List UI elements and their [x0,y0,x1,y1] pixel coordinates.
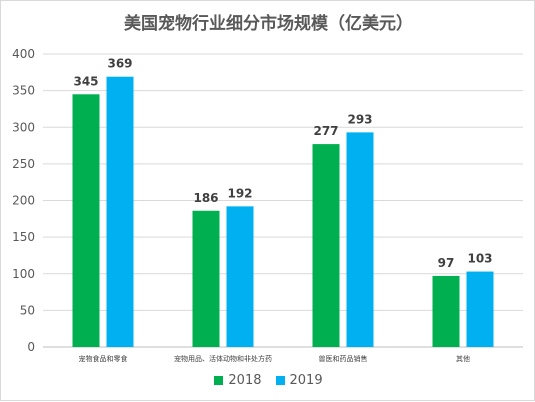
data-label-2019-0: 369 [107,57,132,71]
data-label-2018-2: 277 [313,124,338,138]
data-label-2018-3: 97 [438,256,455,270]
y-tick-label-300: 300 [12,120,35,134]
y-tick-label-350: 350 [12,84,35,98]
y-tick-label-400: 400 [12,47,35,61]
legend-swatch-2019 [275,376,285,385]
legend-label-2018: 2018 [228,373,262,388]
x-tick-label-1: 宠物用品、活体动物和非处方药 [174,354,272,363]
legend-label-2019: 2019 [289,373,323,388]
data-label-2018-0: 345 [73,74,98,88]
y-tick-label-0: 0 [27,340,35,354]
legend: 2018 2019 [1,373,535,388]
bar-2018-1 [192,210,220,347]
chart-title: 美国宠物行业细分市场规模（亿美元） [124,14,413,34]
y-tick-label-200: 200 [12,194,35,208]
bar-2018-3 [432,275,460,347]
y-tick-label-50: 50 [20,303,35,317]
legend-swatch-2018 [214,376,224,385]
y-tick-label-150: 150 [12,230,35,244]
data-label-2019-2: 293 [347,112,372,126]
y-tick-label-100: 100 [12,267,35,281]
y-tick-label-250: 250 [12,157,35,171]
bar-2018-2 [312,144,340,347]
data-label-2018-1: 186 [193,191,218,205]
x-tick-label-0: 宠物食品和零食 [79,354,128,363]
bar-2019-0 [106,76,134,348]
legend-item-2018: 2018 [214,373,262,388]
bar-2019-2 [346,132,374,347]
data-label-2019-1: 192 [227,186,252,200]
bar-2019-3 [466,271,494,347]
bar-2019-1 [226,206,254,347]
bar-2018-0 [72,94,100,347]
legend-item-2019: 2019 [275,373,323,388]
x-tick-label-2: 兽医和药品销售 [319,354,368,363]
data-label-2019-3: 103 [467,252,492,266]
x-tick-label-3: 其他 [456,354,470,363]
